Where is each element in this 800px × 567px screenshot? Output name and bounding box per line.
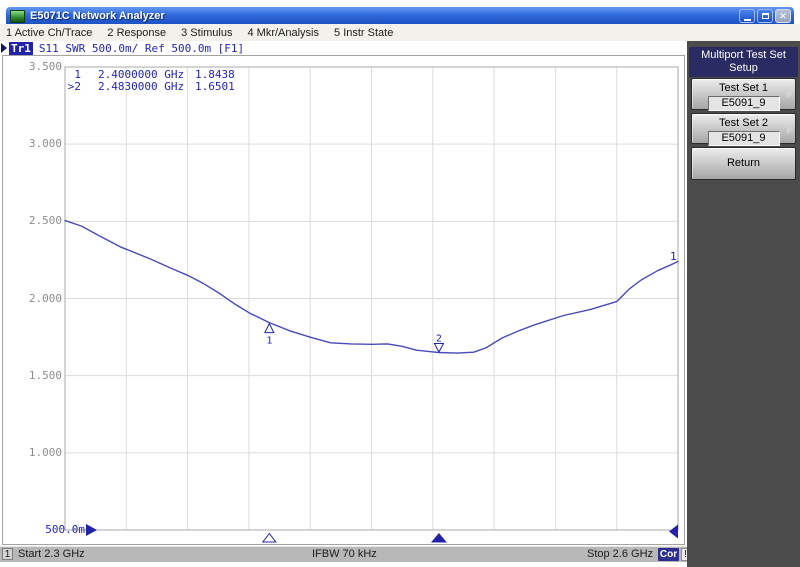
marker-frequency: 2.4830000 GHz bbox=[98, 80, 185, 93]
y-axis-label: 2.500 bbox=[28, 214, 62, 228]
marker-number: 1 bbox=[74, 68, 81, 81]
marker-1-label: 1 bbox=[266, 336, 272, 347]
marker-2-glyph bbox=[433, 343, 445, 354]
active-trace-pointer-icon bbox=[1, 43, 7, 53]
plot-frame bbox=[64, 66, 679, 531]
marker-readout: 1 2.4000000 GHz 1.8438 >2 2.4830000 GHz 1.650… bbox=[59, 69, 235, 93]
menu-item-3[interactable]: 3 Stimulus bbox=[181, 26, 233, 39]
marker-readout-row: >2 2.4830000 GHz 1.6501 bbox=[59, 81, 235, 93]
chevron-right-icon bbox=[787, 89, 793, 99]
y-axis-labels: 3.500 3.000 2.500 2.000 1.500 1.000 bbox=[3, 56, 62, 544]
softkey-return[interactable]: Return bbox=[691, 147, 796, 180]
trace-status-bar: Tr1 S11 SWR 500.0m/ Ref 500.0m [F1] bbox=[0, 41, 687, 55]
softkey-label: Test Set 2 bbox=[719, 117, 768, 129]
trace-label-chip[interactable]: Tr1 bbox=[9, 41, 33, 55]
marker-value: 1.8438 bbox=[195, 68, 235, 81]
trace-number-label: 1 bbox=[670, 250, 677, 263]
restore-icon bbox=[761, 13, 769, 19]
close-button[interactable]: ✕ bbox=[775, 9, 791, 23]
softkey-label: Test Set 1 bbox=[719, 82, 768, 94]
window-title: E5071C Network Analyzer bbox=[30, 10, 165, 22]
marker-readout-row: 1 2.4000000 GHz 1.8438 bbox=[59, 68, 235, 81]
start-frequency: Start 2.3 GHz bbox=[18, 548, 85, 560]
menu-item-4[interactable]: 4 Mkr/Analysis bbox=[247, 26, 320, 39]
graph-panel: 1 2 1 3.500 3.000 2.500 2.000 1.500 1.000 1 2.40… bbox=[2, 55, 685, 545]
softkey-test-set-2[interactable]: Test Set 2 E5091_9 bbox=[691, 113, 796, 146]
softkey-value: E5091_9 bbox=[707, 96, 780, 111]
stop-frequency: Stop 2.6 GHz bbox=[587, 548, 654, 560]
marker-value: 1.6501 bbox=[195, 80, 235, 93]
marker-frequency: 2.4000000 GHz bbox=[98, 68, 185, 81]
softkey-test-set-1[interactable]: Test Set 1 E5091_9 bbox=[691, 78, 796, 111]
softkey-value: E5091_9 bbox=[707, 131, 780, 146]
softkey-sidebar: Multiport Test Set Setup Test Set 1 E5091… bbox=[687, 41, 800, 567]
trace-settings-text: S11 SWR 500.0m/ Ref 500.0m [F1] bbox=[38, 41, 245, 55]
y-axis-label: 3.000 bbox=[28, 137, 62, 151]
plot-svg: 1 2 1 bbox=[64, 66, 679, 543]
trace-tr1 bbox=[64, 219, 679, 354]
chevron-right-icon bbox=[787, 123, 793, 134]
y-axis-label: 1.500 bbox=[28, 368, 62, 382]
softkey-menu-title-line1: Multiport Test Set bbox=[701, 49, 786, 61]
stimulus-marker-2[interactable] bbox=[430, 533, 447, 543]
statusbar: 1 Start 2.3 GHz IFBW 70 kHz Stop 2.6 GHz… bbox=[0, 546, 690, 562]
y-axis-label: 3.500 bbox=[28, 60, 62, 73]
minimize-button[interactable] bbox=[739, 9, 755, 23]
reference-level: 500.0m bbox=[3, 523, 97, 536]
menu-item-5[interactable]: 5 Instr State bbox=[334, 26, 394, 39]
minimize-icon bbox=[743, 18, 751, 21]
marker-number: >2 bbox=[67, 80, 81, 93]
stimulus-marker-1[interactable] bbox=[261, 532, 277, 543]
marker-1-glyph bbox=[264, 322, 275, 334]
window-titlebar: E5071C Network Analyzer ✕ bbox=[6, 7, 794, 25]
y-axis-label: 2.000 bbox=[28, 291, 62, 305]
softkey-menu-title-line2: Setup bbox=[729, 62, 758, 74]
reference-level-icon bbox=[86, 523, 97, 536]
marker-2-label: 2 bbox=[436, 334, 442, 345]
correction-badge: Cor bbox=[658, 548, 679, 561]
menu-item-2[interactable]: 2 Response bbox=[107, 26, 167, 39]
menu-item-1[interactable]: 1 Active Ch/Trace bbox=[6, 26, 93, 39]
restore-button[interactable] bbox=[757, 9, 773, 23]
ifbw-value: IFBW 70 kHz bbox=[312, 548, 377, 560]
close-icon: ✕ bbox=[779, 10, 787, 21]
right-edge-marker-icon bbox=[669, 524, 678, 539]
softkey-label: Return bbox=[726, 157, 761, 169]
softkey-menu-title: Multiport Test Set Setup bbox=[689, 47, 798, 77]
channel-indicator: 1 bbox=[2, 548, 13, 560]
menubar: 1 Active Ch/Trace 2 Response 3 Stimulus 4 M… bbox=[0, 24, 800, 42]
reference-level-label: 500.0m bbox=[45, 523, 85, 536]
y-axis-label: 1.000 bbox=[28, 445, 62, 459]
instrument-app-icon bbox=[10, 9, 25, 23]
